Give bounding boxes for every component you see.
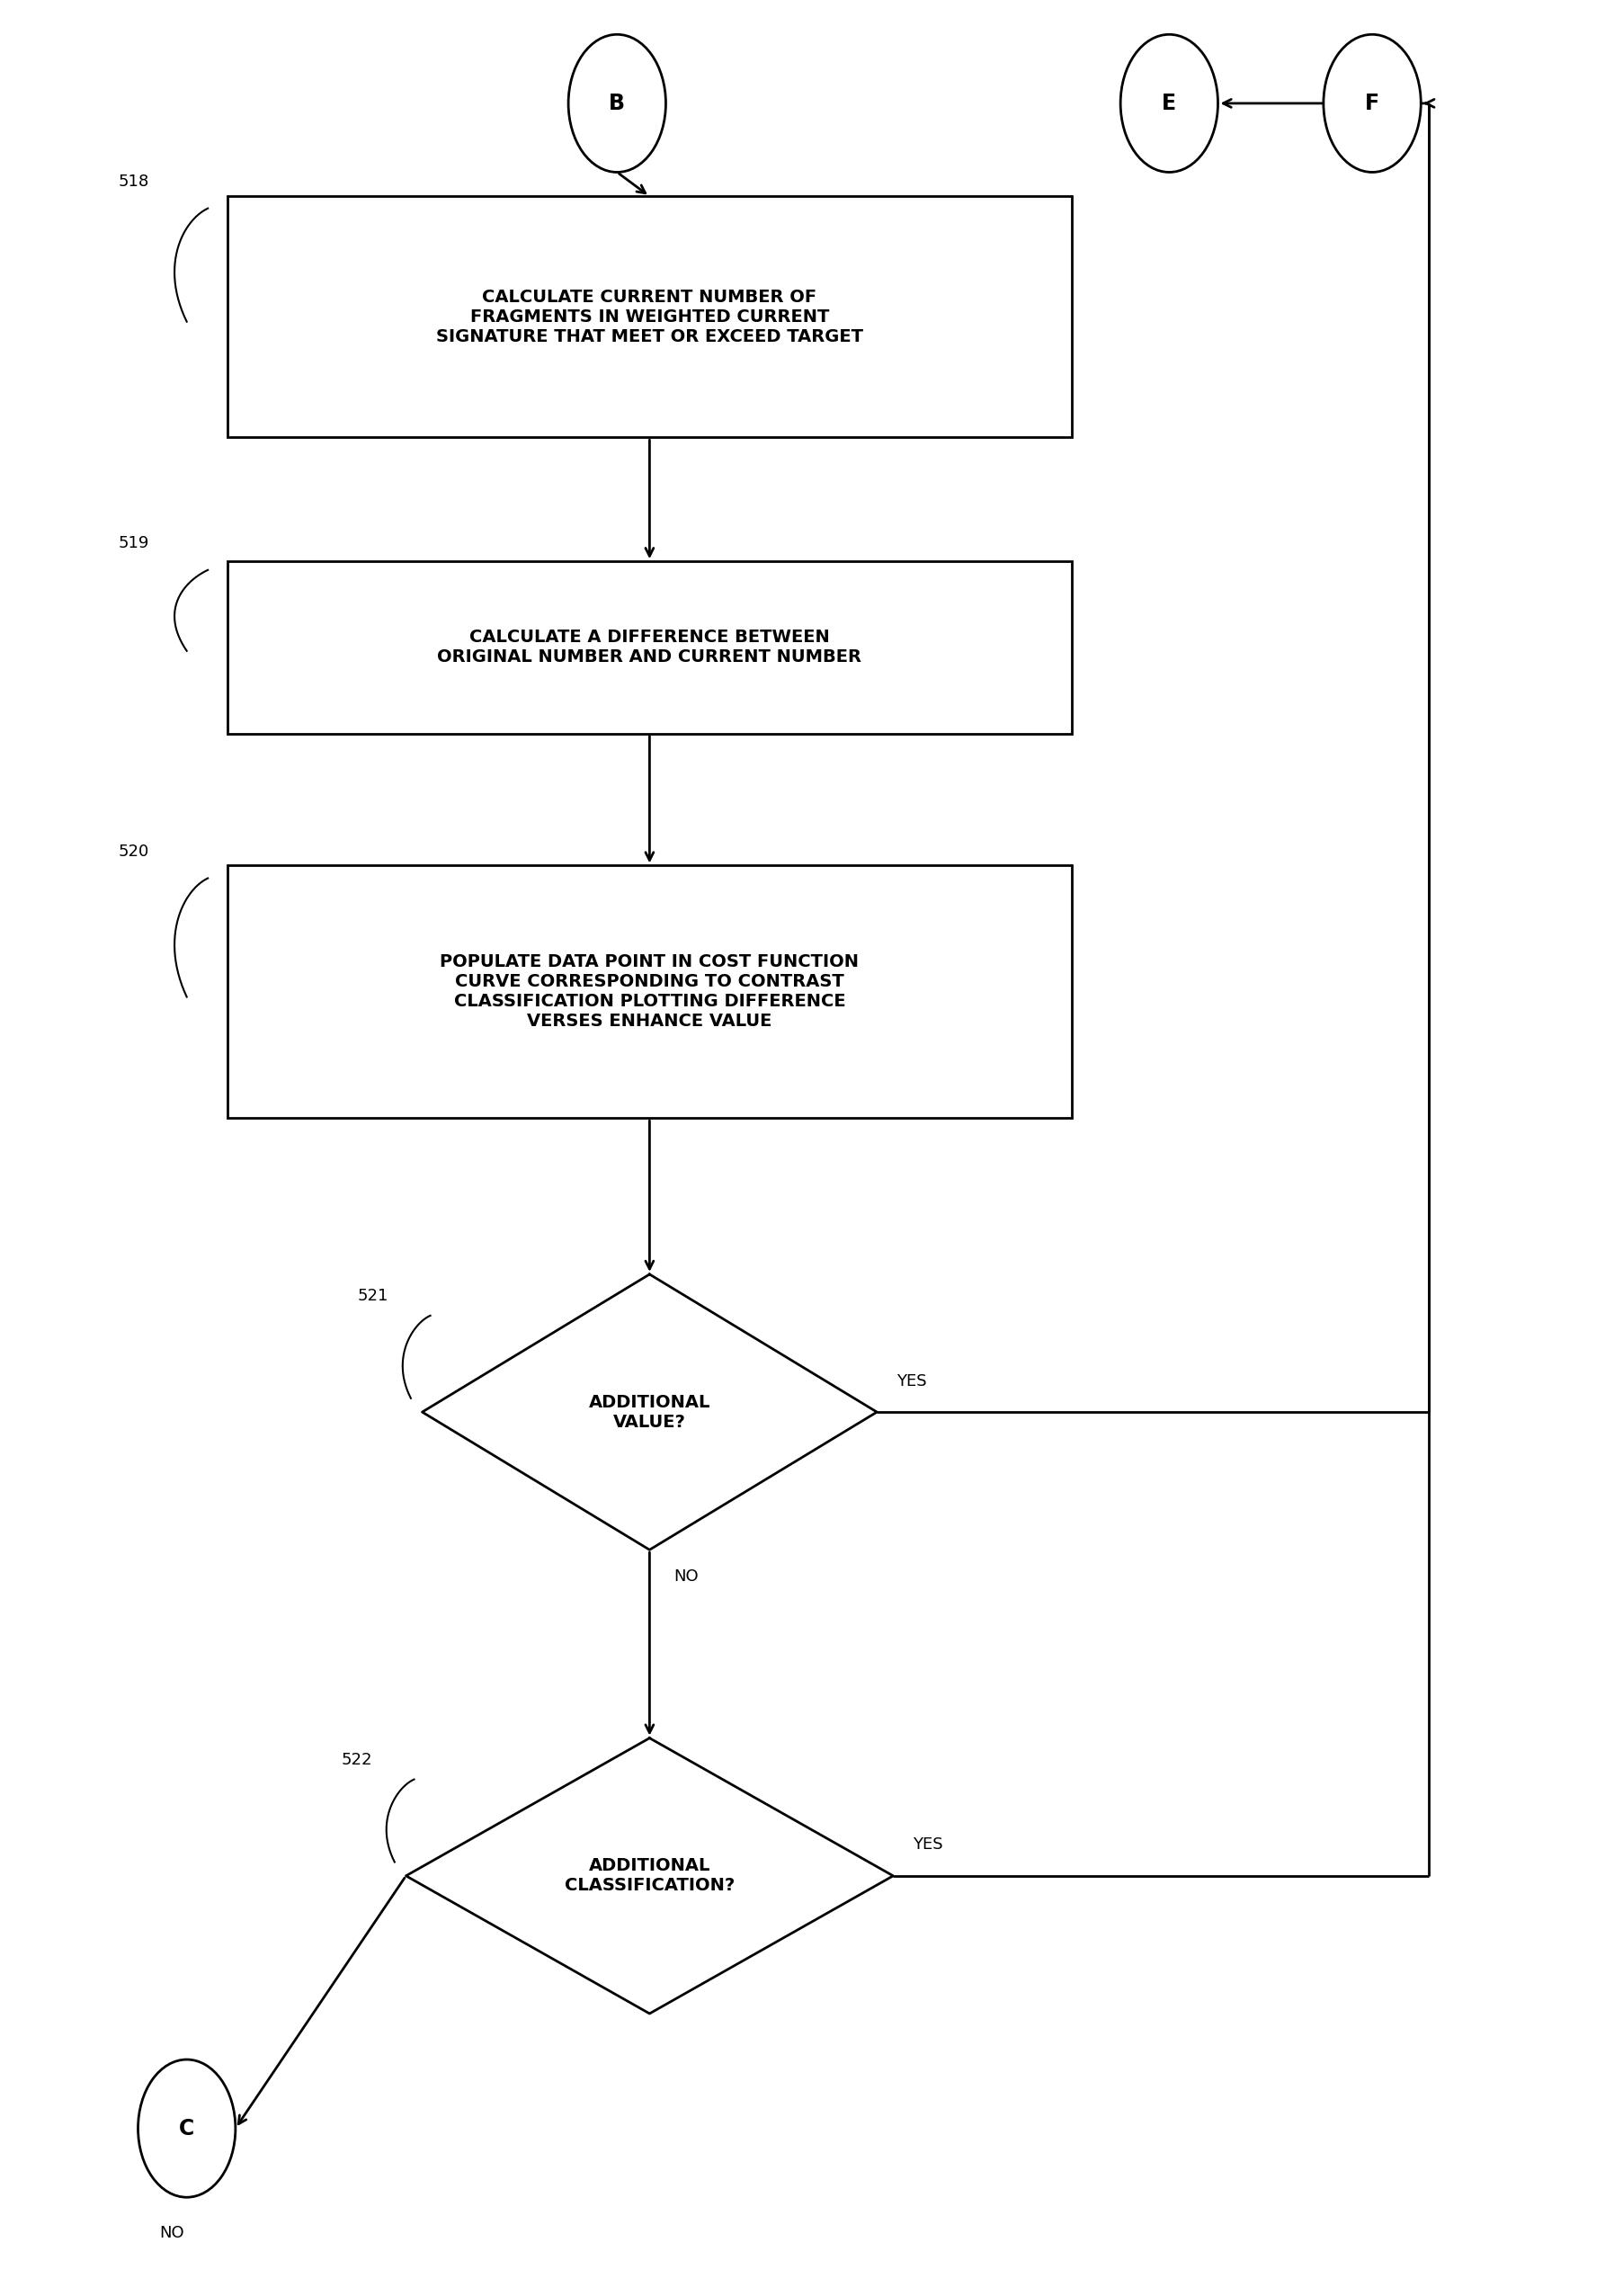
Text: POPULATE DATA POINT IN COST FUNCTION
CURVE CORRESPONDING TO CONTRAST
CLASSIFICAT: POPULATE DATA POINT IN COST FUNCTION CUR…	[440, 953, 859, 1031]
Text: CALCULATE A DIFFERENCE BETWEEN
ORIGINAL NUMBER AND CURRENT NUMBER: CALCULATE A DIFFERENCE BETWEEN ORIGINAL …	[437, 629, 862, 666]
Text: ADDITIONAL
CLASSIFICATION?: ADDITIONAL CLASSIFICATION?	[565, 1857, 734, 1894]
Text: F: F	[1365, 92, 1378, 115]
Text: 518: 518	[118, 174, 149, 191]
Text: CALCULATE CURRENT NUMBER OF
FRAGMENTS IN WEIGHTED CURRENT
SIGNATURE THAT MEET OR: CALCULATE CURRENT NUMBER OF FRAGMENTS IN…	[435, 289, 863, 344]
Text: B: B	[609, 92, 625, 115]
Text: 519: 519	[118, 535, 149, 551]
Polygon shape	[422, 1274, 876, 1550]
Bar	[227, 197, 1071, 439]
Text: 522: 522	[341, 1752, 372, 1768]
Text: 521: 521	[357, 1288, 388, 1304]
Circle shape	[568, 34, 665, 172]
Circle shape	[1120, 34, 1217, 172]
Text: YES: YES	[912, 1837, 943, 1853]
Text: E: E	[1162, 92, 1175, 115]
Text: NO: NO	[159, 2225, 185, 2241]
Bar	[227, 866, 1071, 1118]
Text: YES: YES	[896, 1373, 927, 1389]
Circle shape	[138, 2060, 235, 2197]
Text: ADDITIONAL
VALUE?: ADDITIONAL VALUE?	[589, 1394, 709, 1430]
Text: 520: 520	[118, 843, 149, 861]
Polygon shape	[406, 1738, 893, 2014]
Text: NO: NO	[674, 1568, 698, 1584]
Text: C: C	[179, 2117, 195, 2140]
Circle shape	[1323, 34, 1420, 172]
Bar	[227, 563, 1071, 735]
